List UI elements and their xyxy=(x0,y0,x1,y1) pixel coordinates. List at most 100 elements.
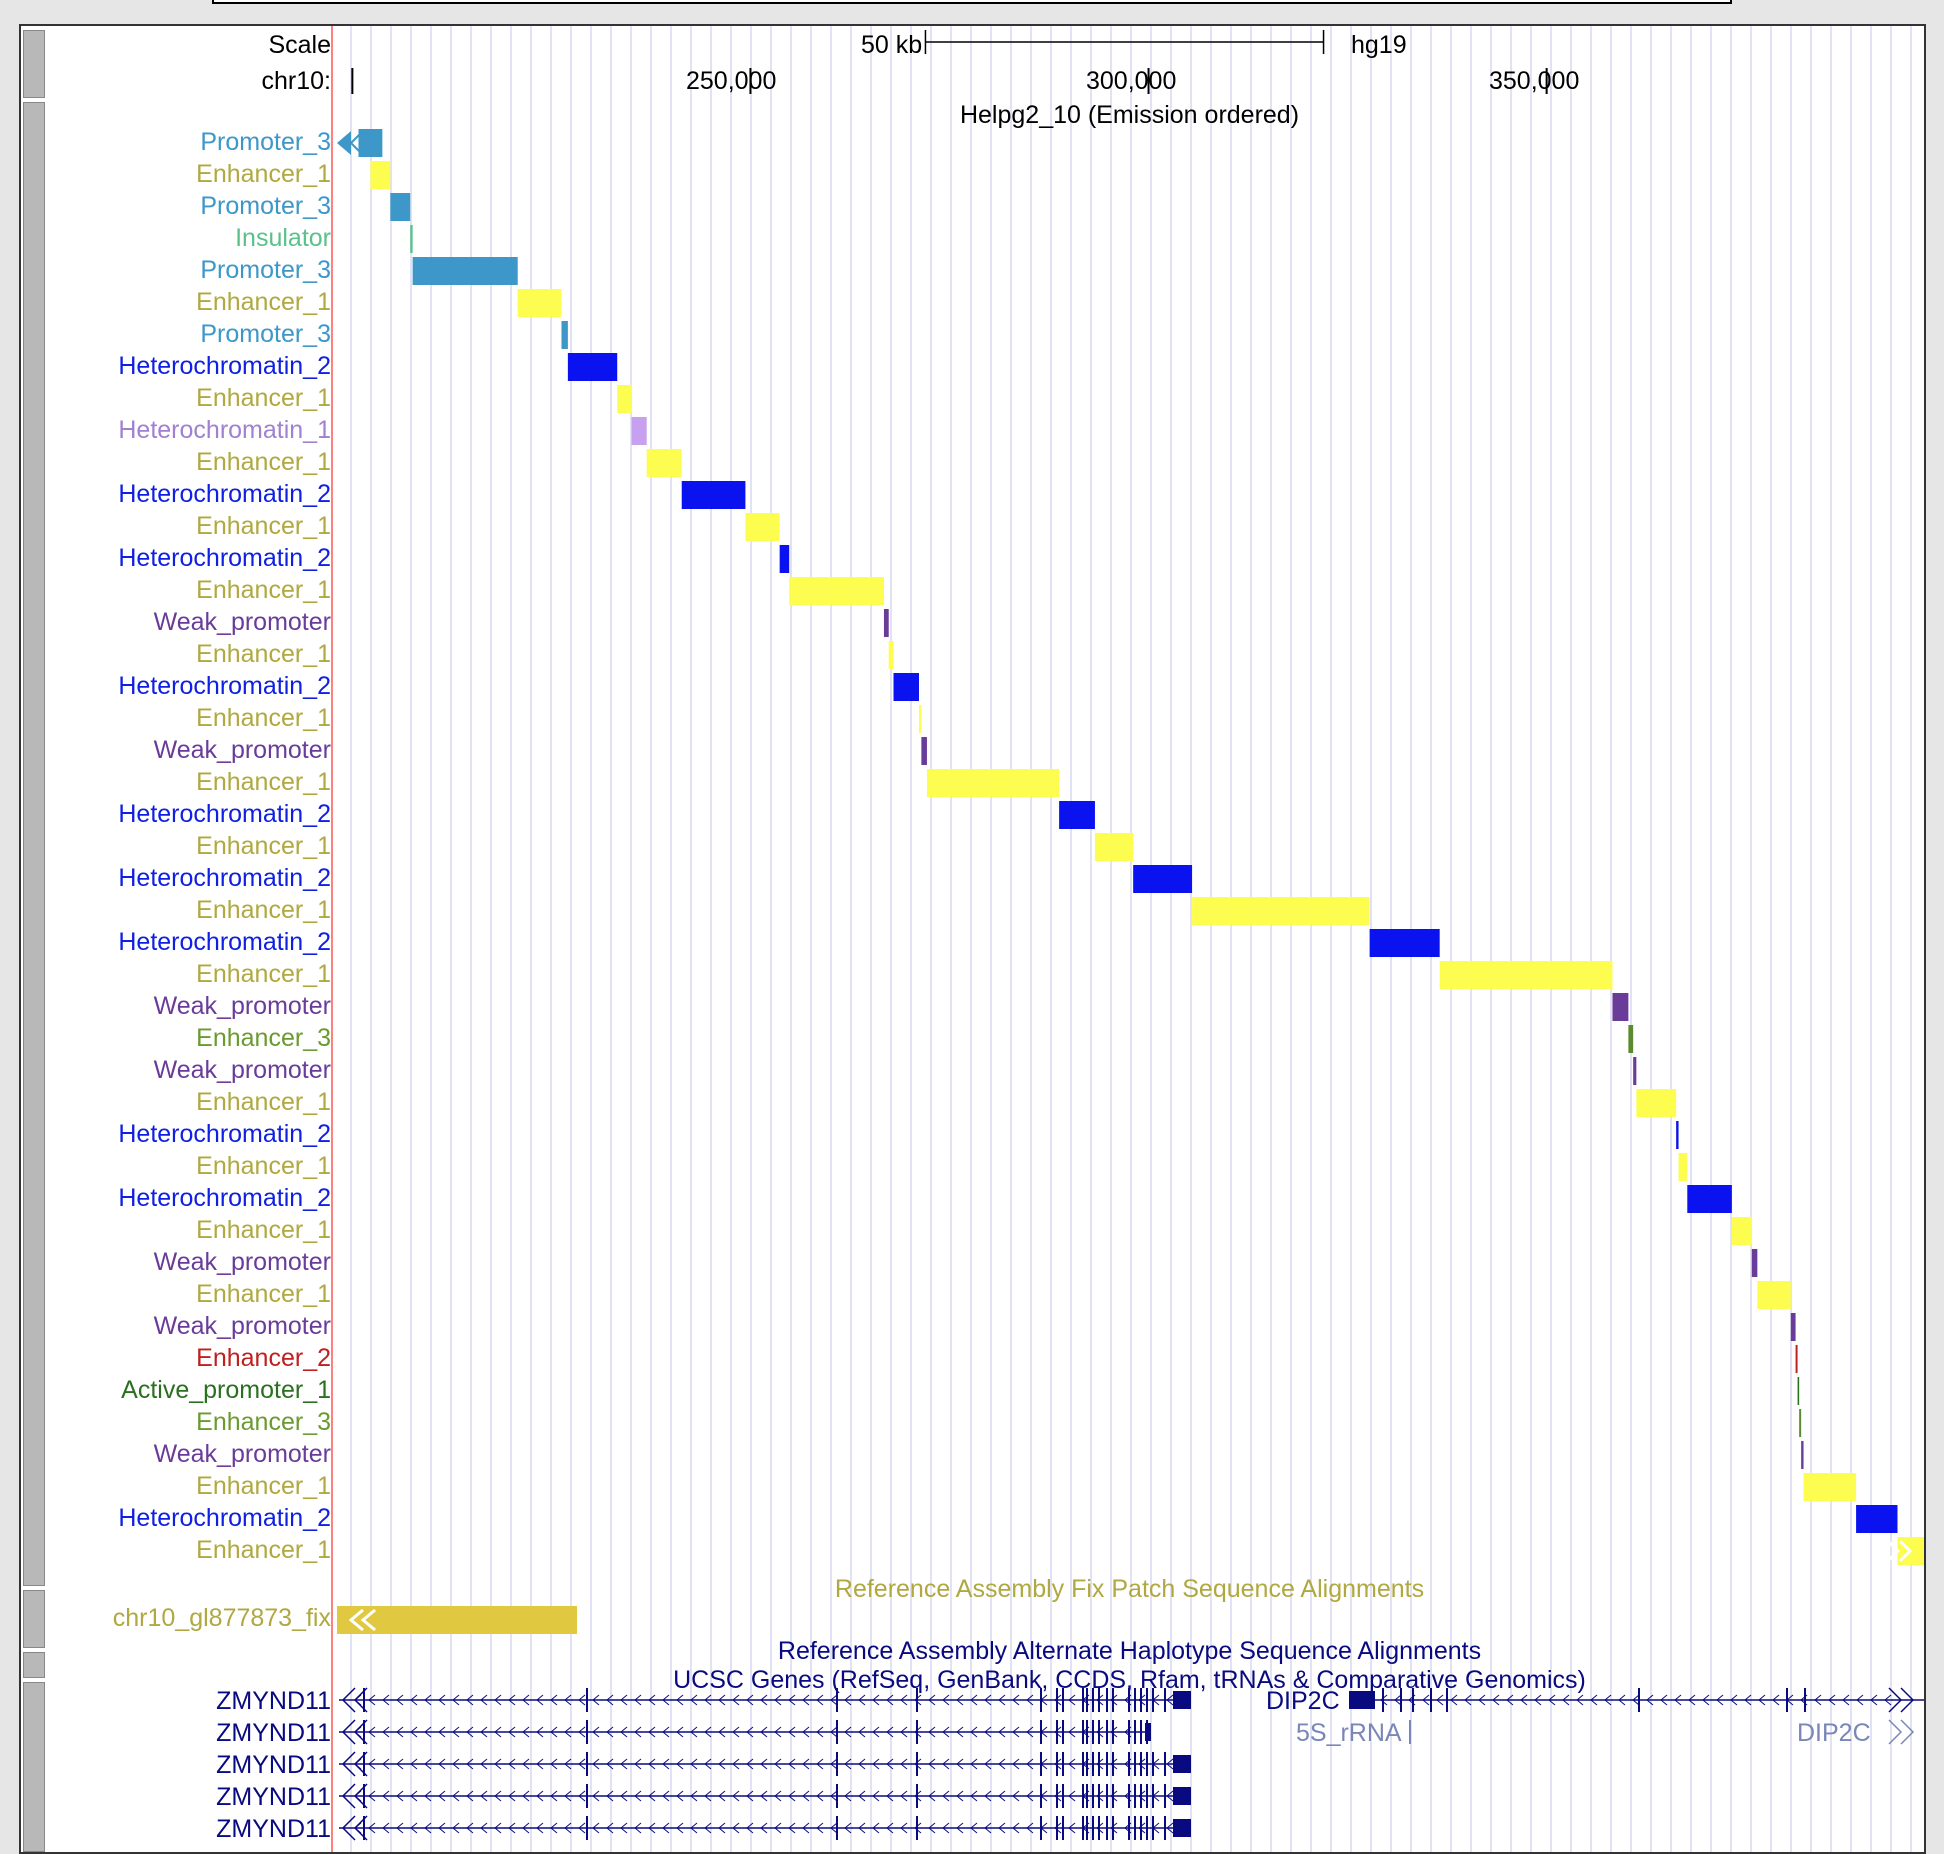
row-label-weak-promoter[interactable]: Weak_promoter xyxy=(153,608,331,636)
segment-weak-promoter[interactable] xyxy=(1801,1441,1804,1469)
row-label-enhancer-1[interactable]: Enhancer_1 xyxy=(196,288,331,316)
segment-active-promoter-1[interactable] xyxy=(1797,1377,1800,1405)
scale-track-grip[interactable] xyxy=(23,30,45,98)
row-label-enhancer-3[interactable]: Enhancer_3 xyxy=(196,1024,331,1052)
segment-enhancer-3[interactable] xyxy=(1628,1025,1634,1053)
row-label-promoter-3[interactable]: Promoter_3 xyxy=(200,256,331,284)
segment-heterochromatin-2[interactable] xyxy=(1369,929,1440,957)
segment-enhancer-1[interactable] xyxy=(1757,1281,1791,1309)
helpg2-track-grip[interactable] xyxy=(23,102,45,1586)
row-label-weak-promoter[interactable]: Weak_promoter xyxy=(153,736,331,764)
segment-insulator[interactable] xyxy=(410,225,413,253)
segment-enhancer-1[interactable] xyxy=(617,385,632,413)
row-label-heterochromatin-2[interactable]: Heterochromatin_2 xyxy=(118,672,331,700)
segment-enhancer-1[interactable] xyxy=(888,641,894,669)
tracks-canvas[interactable] xyxy=(21,26,1926,1854)
gene-label-5s-rrna[interactable]: 5S_rRNA xyxy=(1296,1719,1402,1747)
segment-enhancer-1[interactable] xyxy=(646,449,682,477)
fix-patch-track-grip[interactable] xyxy=(23,1590,45,1648)
row-label-promoter-3[interactable]: Promoter_3 xyxy=(200,192,331,220)
gene-label-dip2c[interactable]: DIP2C xyxy=(1797,1719,1871,1747)
gene-utr-block[interactable] xyxy=(1173,1787,1191,1805)
row-label-enhancer-1[interactable]: Enhancer_1 xyxy=(196,160,331,188)
row-label-heterochromatin-2[interactable]: Heterochromatin_2 xyxy=(118,1504,331,1532)
fix-patch-bar[interactable] xyxy=(337,1606,577,1634)
segment-enhancer-1[interactable] xyxy=(1192,897,1370,925)
row-label-enhancer-3[interactable]: Enhancer_3 xyxy=(196,1408,331,1436)
gene-utr-block[interactable] xyxy=(1145,1723,1151,1741)
segment-heterochromatin-2[interactable] xyxy=(1133,865,1193,893)
row-label-enhancer-1[interactable]: Enhancer_1 xyxy=(196,1152,331,1180)
row-label-enhancer-1[interactable]: Enhancer_1 xyxy=(196,1536,331,1564)
segment-heterochromatin-2[interactable] xyxy=(567,353,618,381)
gene-label-zmynd11[interactable]: ZMYND11 xyxy=(216,1783,331,1811)
row-label-enhancer-2[interactable]: Enhancer_2 xyxy=(196,1344,331,1372)
fix-patch-item-label[interactable]: chr10_gl877873_fix xyxy=(112,1604,331,1632)
row-label-weak-promoter[interactable]: Weak_promoter xyxy=(153,1056,331,1084)
segment-heterochromatin-1[interactable] xyxy=(631,417,647,445)
segment-heterochromatin-2[interactable] xyxy=(779,545,790,573)
gene-label-dip2c[interactable]: DIP2C xyxy=(1266,1687,1340,1715)
gene-exon-block[interactable] xyxy=(1349,1691,1375,1709)
segment-enhancer-1[interactable] xyxy=(1439,961,1613,989)
row-label-insulator[interactable]: Insulator xyxy=(235,224,331,252)
row-label-heterochromatin-2[interactable]: Heterochromatin_2 xyxy=(118,480,331,508)
gene-utr-block[interactable] xyxy=(1173,1819,1191,1837)
row-label-active-promoter-1[interactable]: Active_promoter_1 xyxy=(121,1376,331,1404)
row-label-heterochromatin-2[interactable]: Heterochromatin_2 xyxy=(118,864,331,892)
segment-enhancer-1[interactable] xyxy=(745,513,780,541)
gene-utr-block[interactable] xyxy=(1173,1691,1191,1709)
segment-promoter-3[interactable] xyxy=(412,257,518,285)
gene-label-zmynd11[interactable]: ZMYND11 xyxy=(216,1815,331,1843)
row-label-weak-promoter[interactable]: Weak_promoter xyxy=(153,1248,331,1276)
segment-enhancer-1[interactable] xyxy=(926,769,1060,797)
segment-enhancer-1[interactable] xyxy=(517,289,562,317)
row-label-enhancer-1[interactable]: Enhancer_1 xyxy=(196,960,331,988)
row-label-enhancer-1[interactable]: Enhancer_1 xyxy=(196,1088,331,1116)
segment-enhancer-1[interactable] xyxy=(1678,1153,1688,1181)
segment-promoter-3[interactable] xyxy=(390,193,411,221)
segment-weak-promoter[interactable] xyxy=(1612,993,1629,1021)
row-label-enhancer-1[interactable]: Enhancer_1 xyxy=(196,640,331,668)
gene-label-zmynd11[interactable]: ZMYND11 xyxy=(216,1687,331,1715)
segment-enhancer-1[interactable] xyxy=(1731,1217,1752,1245)
row-label-enhancer-1[interactable]: Enhancer_1 xyxy=(196,704,331,732)
segment-enhancer-1[interactable] xyxy=(1094,833,1134,861)
row-label-heterochromatin-2[interactable]: Heterochromatin_2 xyxy=(118,928,331,956)
row-label-enhancer-1[interactable]: Enhancer_1 xyxy=(196,896,331,924)
segment-heterochromatin-2[interactable] xyxy=(1687,1185,1732,1213)
row-label-heterochromatin-2[interactable]: Heterochromatin_2 xyxy=(118,544,331,572)
row-label-heterochromatin-2[interactable]: Heterochromatin_2 xyxy=(118,800,331,828)
row-label-enhancer-1[interactable]: Enhancer_1 xyxy=(196,1280,331,1308)
row-label-weak-promoter[interactable]: Weak_promoter xyxy=(153,1440,331,1468)
segment-enhancer-1[interactable] xyxy=(918,705,922,733)
genome-browser-image[interactable]: Scale chr10: Promoter_3 Enhancer_1 Promote… xyxy=(19,24,1926,1854)
row-label-heterochromatin-2[interactable]: Heterochromatin_2 xyxy=(118,1120,331,1148)
segment-enhancer-1[interactable] xyxy=(1803,1473,1857,1501)
gene-utr-block[interactable] xyxy=(1173,1755,1191,1773)
gene-label-zmynd11[interactable]: ZMYND11 xyxy=(216,1751,331,1779)
row-label-heterochromatin-2[interactable]: Heterochromatin_2 xyxy=(118,352,331,380)
segment-weak-promoter[interactable] xyxy=(1790,1313,1796,1341)
row-label-enhancer-1[interactable]: Enhancer_1 xyxy=(196,768,331,796)
alt-haplotype-track-grip[interactable] xyxy=(23,1652,45,1678)
segment-heterochromatin-2[interactable] xyxy=(1856,1505,1898,1533)
row-label-enhancer-1[interactable]: Enhancer_1 xyxy=(196,448,331,476)
row-label-enhancer-1[interactable]: Enhancer_1 xyxy=(196,512,331,540)
segment-promoter-3[interactable] xyxy=(561,321,568,349)
row-label-promoter-3[interactable]: Promoter_3 xyxy=(200,128,331,156)
row-label-enhancer-1[interactable]: Enhancer_1 xyxy=(196,384,331,412)
segment-weak-promoter[interactable] xyxy=(1751,1249,1758,1277)
segment-enhancer-1[interactable] xyxy=(1636,1089,1677,1117)
row-label-heterochromatin-2[interactable]: Heterochromatin_2 xyxy=(118,1184,331,1212)
segment-weak-promoter[interactable] xyxy=(883,609,889,637)
segment-enhancer-2[interactable] xyxy=(1795,1345,1798,1373)
segment-weak-promoter[interactable] xyxy=(921,737,927,765)
segment-weak-promoter[interactable] xyxy=(1633,1057,1637,1085)
row-label-weak-promoter[interactable]: Weak_promoter xyxy=(153,992,331,1020)
segment-heterochromatin-2[interactable] xyxy=(1676,1121,1679,1149)
segment-heterochromatin-2[interactable] xyxy=(1059,801,1095,829)
row-label-weak-promoter[interactable]: Weak_promoter xyxy=(153,1312,331,1340)
row-label-enhancer-1[interactable]: Enhancer_1 xyxy=(196,832,331,860)
row-label-enhancer-1[interactable]: Enhancer_1 xyxy=(196,576,331,604)
